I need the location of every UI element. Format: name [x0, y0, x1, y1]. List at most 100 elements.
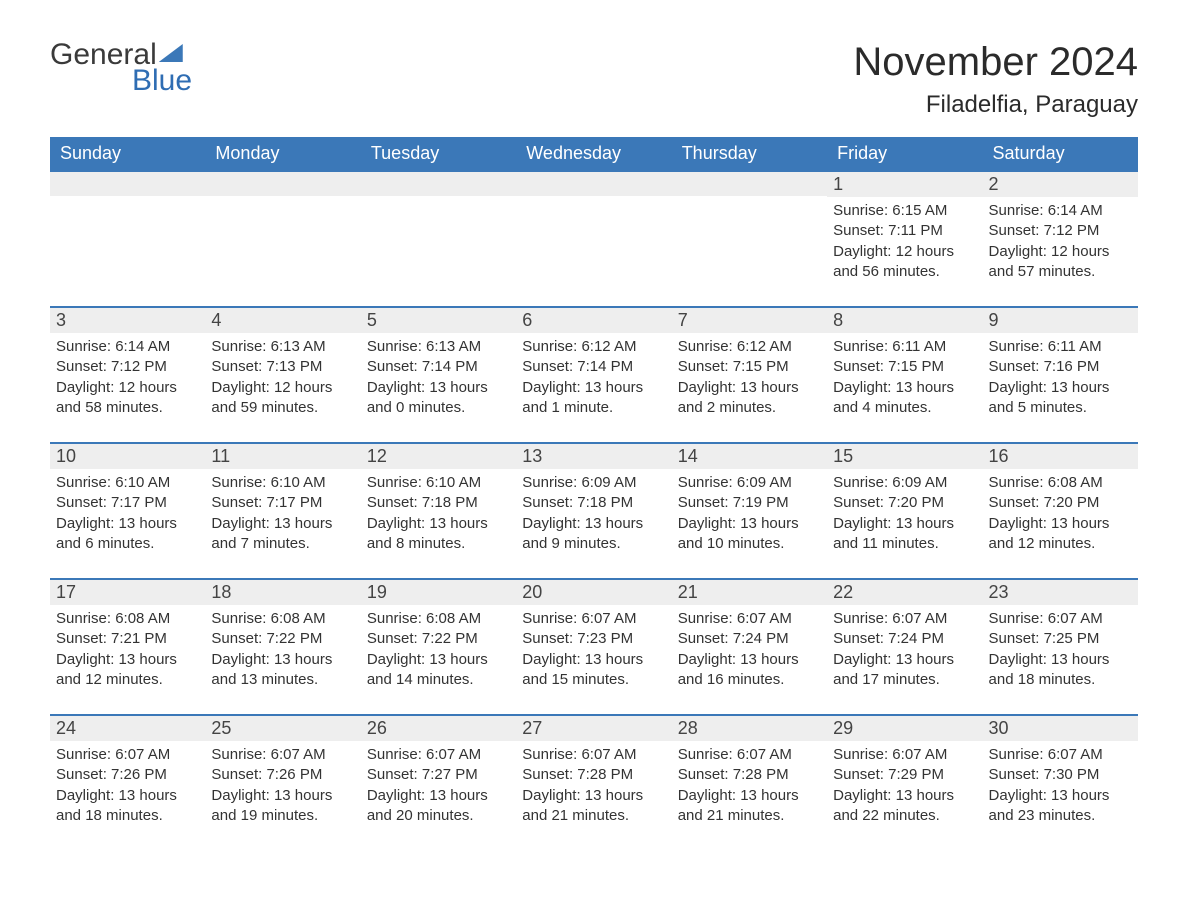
day-number: 20 [516, 580, 671, 605]
daylight-text: Daylight: 13 hours and 16 minutes. [678, 650, 821, 691]
cell-body: Sunrise: 6:11 AMSunset: 7:15 PMDaylight:… [827, 333, 982, 418]
sunset-text: Sunset: 7:23 PM [522, 629, 665, 649]
calendar-cell: 29Sunrise: 6:07 AMSunset: 7:29 PMDayligh… [827, 716, 982, 836]
cell-body: Sunrise: 6:13 AMSunset: 7:13 PMDaylight:… [205, 333, 360, 418]
day-number: 2 [983, 172, 1138, 197]
calendar-cell: 26Sunrise: 6:07 AMSunset: 7:27 PMDayligh… [361, 716, 516, 836]
day-number: 27 [516, 716, 671, 741]
day-number: 30 [983, 716, 1138, 741]
daylight-text: Daylight: 13 hours and 19 minutes. [211, 786, 354, 827]
sunrise-text: Sunrise: 6:09 AM [833, 473, 976, 493]
calendar-cell: 13Sunrise: 6:09 AMSunset: 7:18 PMDayligh… [516, 444, 671, 564]
calendar-week: 1Sunrise: 6:15 AMSunset: 7:11 PMDaylight… [50, 170, 1138, 292]
cell-body: Sunrise: 6:12 AMSunset: 7:15 PMDaylight:… [672, 333, 827, 418]
daylight-text: Daylight: 13 hours and 6 minutes. [56, 514, 199, 555]
cell-body: Sunrise: 6:14 AMSunset: 7:12 PMDaylight:… [983, 197, 1138, 282]
logo-sail-icon [159, 44, 183, 62]
day-number: 14 [672, 444, 827, 469]
sunset-text: Sunset: 7:17 PM [56, 493, 199, 513]
daylight-text: Daylight: 13 hours and 11 minutes. [833, 514, 976, 555]
sunrise-text: Sunrise: 6:07 AM [678, 609, 821, 629]
calendar-cell: 6Sunrise: 6:12 AMSunset: 7:14 PMDaylight… [516, 308, 671, 428]
day-number [361, 172, 516, 196]
daylight-text: Daylight: 13 hours and 8 minutes. [367, 514, 510, 555]
daylight-text: Daylight: 13 hours and 18 minutes. [989, 650, 1132, 691]
weekday-label: Saturday [983, 137, 1138, 170]
sunrise-text: Sunrise: 6:07 AM [989, 609, 1132, 629]
sunset-text: Sunset: 7:27 PM [367, 765, 510, 785]
cell-body: Sunrise: 6:08 AMSunset: 7:21 PMDaylight:… [50, 605, 205, 690]
day-number: 3 [50, 308, 205, 333]
daylight-text: Daylight: 12 hours and 58 minutes. [56, 378, 199, 419]
day-number: 28 [672, 716, 827, 741]
sunrise-text: Sunrise: 6:07 AM [833, 609, 976, 629]
sunset-text: Sunset: 7:20 PM [833, 493, 976, 513]
sunset-text: Sunset: 7:22 PM [211, 629, 354, 649]
daylight-text: Daylight: 12 hours and 56 minutes. [833, 242, 976, 283]
sunset-text: Sunset: 7:25 PM [989, 629, 1132, 649]
day-number [672, 172, 827, 196]
cell-body: Sunrise: 6:09 AMSunset: 7:18 PMDaylight:… [516, 469, 671, 554]
daylight-text: Daylight: 13 hours and 9 minutes. [522, 514, 665, 555]
sunset-text: Sunset: 7:20 PM [989, 493, 1132, 513]
logo: General Blue [50, 40, 192, 96]
daylight-text: Daylight: 13 hours and 4 minutes. [833, 378, 976, 419]
cell-body: Sunrise: 6:07 AMSunset: 7:24 PMDaylight:… [827, 605, 982, 690]
daylight-text: Daylight: 13 hours and 22 minutes. [833, 786, 976, 827]
sunset-text: Sunset: 7:24 PM [678, 629, 821, 649]
cell-body: Sunrise: 6:10 AMSunset: 7:17 PMDaylight:… [50, 469, 205, 554]
sunset-text: Sunset: 7:12 PM [56, 357, 199, 377]
sunset-text: Sunset: 7:15 PM [678, 357, 821, 377]
sunrise-text: Sunrise: 6:07 AM [56, 745, 199, 765]
calendar-cell: 9Sunrise: 6:11 AMSunset: 7:16 PMDaylight… [983, 308, 1138, 428]
sunrise-text: Sunrise: 6:12 AM [678, 337, 821, 357]
cell-body: Sunrise: 6:07 AMSunset: 7:23 PMDaylight:… [516, 605, 671, 690]
calendar-cell: 3Sunrise: 6:14 AMSunset: 7:12 PMDaylight… [50, 308, 205, 428]
sunset-text: Sunset: 7:28 PM [678, 765, 821, 785]
calendar-cell: 23Sunrise: 6:07 AMSunset: 7:25 PMDayligh… [983, 580, 1138, 700]
daylight-text: Daylight: 13 hours and 18 minutes. [56, 786, 199, 827]
day-number: 9 [983, 308, 1138, 333]
cell-body: Sunrise: 6:07 AMSunset: 7:24 PMDaylight:… [672, 605, 827, 690]
day-number: 6 [516, 308, 671, 333]
day-number: 13 [516, 444, 671, 469]
sunrise-text: Sunrise: 6:07 AM [522, 745, 665, 765]
sunset-text: Sunset: 7:19 PM [678, 493, 821, 513]
day-number: 29 [827, 716, 982, 741]
cell-body: Sunrise: 6:08 AMSunset: 7:22 PMDaylight:… [205, 605, 360, 690]
daylight-text: Daylight: 13 hours and 12 minutes. [56, 650, 199, 691]
daylight-text: Daylight: 13 hours and 10 minutes. [678, 514, 821, 555]
sunrise-text: Sunrise: 6:11 AM [989, 337, 1132, 357]
daylight-text: Daylight: 13 hours and 15 minutes. [522, 650, 665, 691]
sunset-text: Sunset: 7:30 PM [989, 765, 1132, 785]
weekday-header-row: Sunday Monday Tuesday Wednesday Thursday… [50, 137, 1138, 170]
sunrise-text: Sunrise: 6:10 AM [367, 473, 510, 493]
sunrise-text: Sunrise: 6:10 AM [211, 473, 354, 493]
cell-body: Sunrise: 6:07 AMSunset: 7:28 PMDaylight:… [672, 741, 827, 826]
sunset-text: Sunset: 7:14 PM [522, 357, 665, 377]
sunset-text: Sunset: 7:16 PM [989, 357, 1132, 377]
calendar-cell: 4Sunrise: 6:13 AMSunset: 7:13 PMDaylight… [205, 308, 360, 428]
calendar-cell: 5Sunrise: 6:13 AMSunset: 7:14 PMDaylight… [361, 308, 516, 428]
weekday-label: Tuesday [361, 137, 516, 170]
weekday-label: Friday [827, 137, 982, 170]
cell-body: Sunrise: 6:07 AMSunset: 7:25 PMDaylight:… [983, 605, 1138, 690]
calendar-cell: 8Sunrise: 6:11 AMSunset: 7:15 PMDaylight… [827, 308, 982, 428]
sunset-text: Sunset: 7:15 PM [833, 357, 976, 377]
weekday-label: Monday [205, 137, 360, 170]
day-number: 4 [205, 308, 360, 333]
calendar-week: 3Sunrise: 6:14 AMSunset: 7:12 PMDaylight… [50, 306, 1138, 428]
sunset-text: Sunset: 7:11 PM [833, 221, 976, 241]
calendar: Sunday Monday Tuesday Wednesday Thursday… [50, 137, 1138, 836]
day-number: 11 [205, 444, 360, 469]
daylight-text: Daylight: 13 hours and 17 minutes. [833, 650, 976, 691]
sunrise-text: Sunrise: 6:11 AM [833, 337, 976, 357]
cell-body: Sunrise: 6:08 AMSunset: 7:22 PMDaylight:… [361, 605, 516, 690]
calendar-cell [516, 172, 671, 292]
sunset-text: Sunset: 7:13 PM [211, 357, 354, 377]
cell-body: Sunrise: 6:14 AMSunset: 7:12 PMDaylight:… [50, 333, 205, 418]
day-number: 22 [827, 580, 982, 605]
calendar-cell: 27Sunrise: 6:07 AMSunset: 7:28 PMDayligh… [516, 716, 671, 836]
day-number: 1 [827, 172, 982, 197]
sunrise-text: Sunrise: 6:12 AM [522, 337, 665, 357]
